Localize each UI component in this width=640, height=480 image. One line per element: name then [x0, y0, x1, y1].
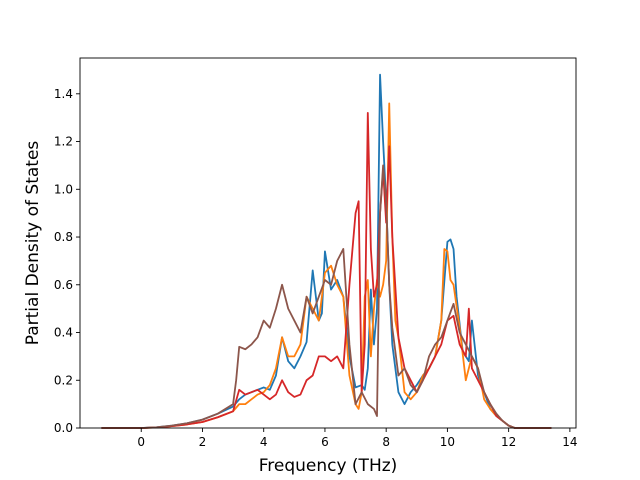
x-tick-label: 6: [321, 435, 329, 449]
y-tick-label: 0.4: [54, 326, 73, 340]
series-line-2: [101, 102, 552, 429]
x-tick-label: 14: [562, 435, 577, 449]
y-tick-label: 0.0: [54, 421, 73, 435]
x-axis-label: Frequency (THz): [259, 456, 398, 476]
series-line-4: [101, 164, 552, 429]
x-tick-label: 12: [501, 435, 516, 449]
y-tick-label: 1.2: [54, 135, 73, 149]
y-tick-label: 0.6: [54, 278, 73, 292]
plot-frame: [79, 57, 577, 429]
series-layer: [101, 73, 552, 429]
x-tick-label: 2: [199, 435, 207, 449]
series-line-1: [101, 73, 552, 429]
y-tick-label: 1.4: [54, 87, 73, 101]
y-tick-label: 0.2: [54, 373, 73, 387]
y-axis-label: Partial Density of States: [23, 141, 43, 346]
y-tick-label: 1.0: [54, 182, 73, 196]
y-tick-label: 0.8: [54, 230, 73, 244]
x-axis-ticks: 0 2 4 6 8 10 12 14: [137, 428, 578, 449]
y-axis-ticks: 0.0 0.2 0.4 0.6 0.8 1.0 1.2 1.4: [54, 87, 80, 435]
x-tick-label: 8: [382, 435, 390, 449]
x-tick-label: 0: [137, 435, 145, 449]
x-tick-label: 4: [260, 435, 268, 449]
x-tick-label: 10: [440, 435, 455, 449]
series-line-3: [101, 112, 552, 429]
